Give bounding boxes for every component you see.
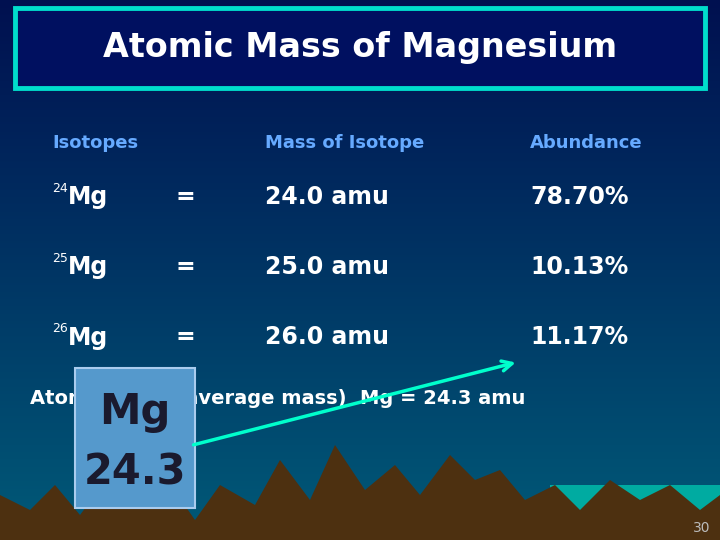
- Text: 26.0 amu: 26.0 amu: [265, 326, 389, 349]
- Text: 78.70%: 78.70%: [530, 185, 629, 209]
- Text: 30: 30: [693, 521, 711, 535]
- FancyBboxPatch shape: [550, 485, 720, 540]
- Text: 26: 26: [52, 322, 68, 335]
- Text: Mg: Mg: [68, 255, 108, 279]
- Text: Mg: Mg: [68, 326, 108, 349]
- Text: 25.0 amu: 25.0 amu: [265, 255, 389, 279]
- Text: Mass of Isotope: Mass of Isotope: [265, 134, 424, 152]
- Polygon shape: [0, 445, 720, 540]
- Text: 11.17%: 11.17%: [530, 326, 628, 349]
- Text: 10.13%: 10.13%: [530, 255, 629, 279]
- Text: Atomic Mass of Magnesium: Atomic Mass of Magnesium: [103, 31, 617, 64]
- Text: Isotopes: Isotopes: [52, 134, 138, 152]
- Text: Atomic mass (average mass)  Mg = 24.3 amu: Atomic mass (average mass) Mg = 24.3 amu: [30, 389, 526, 408]
- Text: =: =: [175, 326, 194, 349]
- Text: Mg: Mg: [68, 185, 108, 209]
- Text: =: =: [175, 255, 194, 279]
- Text: Abundance: Abundance: [530, 134, 643, 152]
- FancyBboxPatch shape: [75, 368, 195, 508]
- Text: 24.0 amu: 24.0 amu: [265, 185, 389, 209]
- Text: =: =: [175, 185, 194, 209]
- Text: Mg: Mg: [99, 392, 171, 434]
- Text: 25: 25: [52, 252, 68, 265]
- Text: 24: 24: [52, 181, 68, 194]
- Text: 24.3: 24.3: [84, 451, 186, 494]
- FancyBboxPatch shape: [15, 8, 705, 88]
